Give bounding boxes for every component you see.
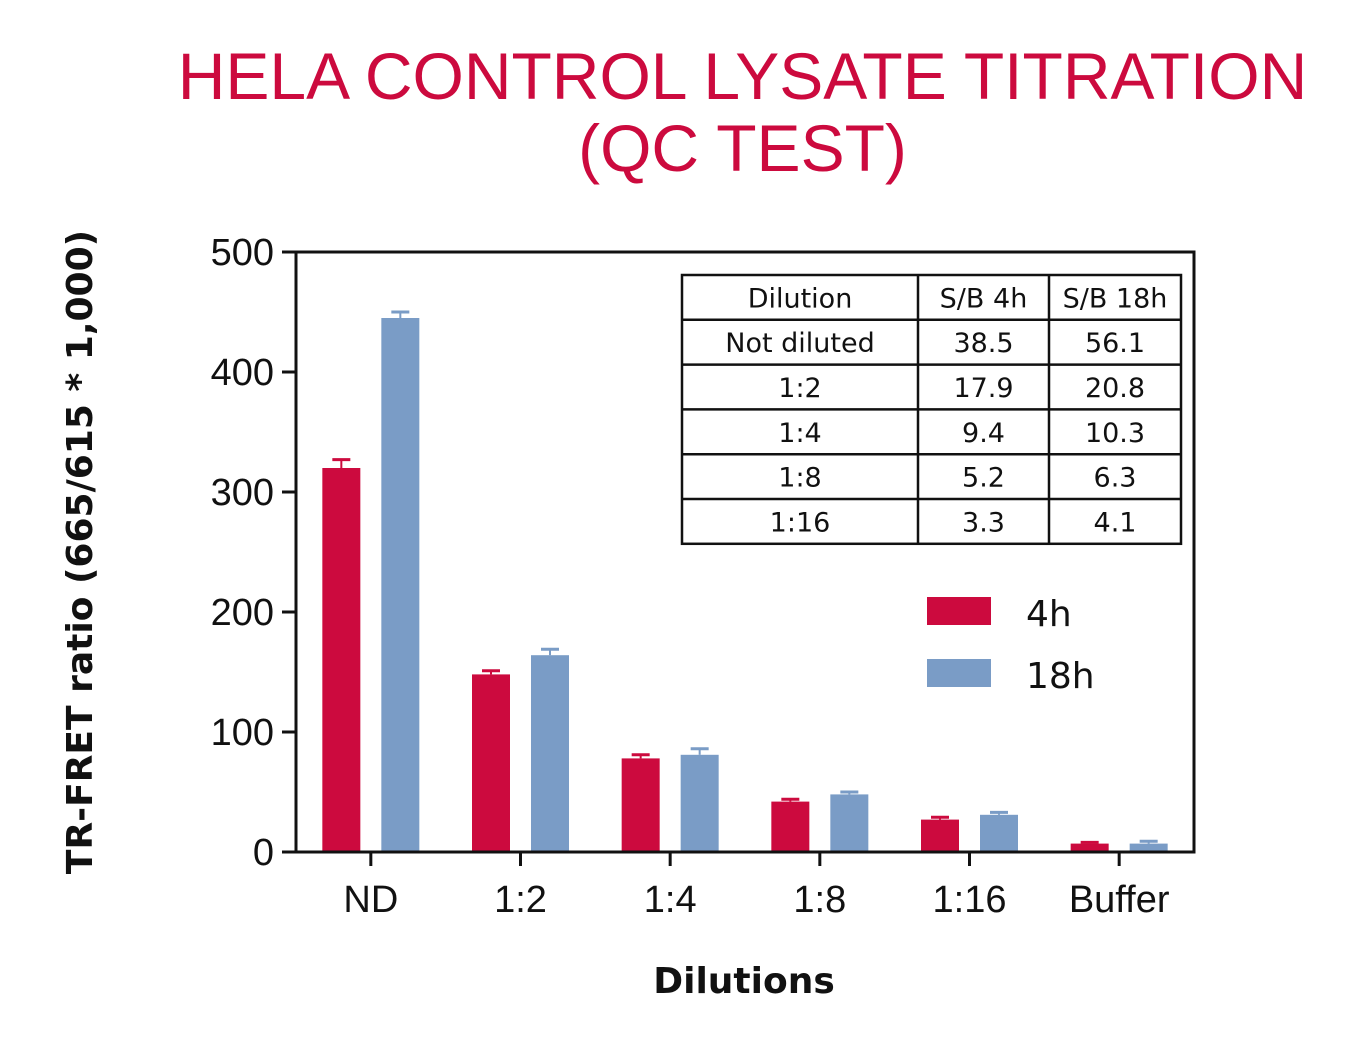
table-cell: 1:8 xyxy=(778,463,821,494)
x-tick-label: ND xyxy=(343,879,398,921)
table-cell: 56.1 xyxy=(1085,328,1145,359)
bar-18h-1-8 xyxy=(830,794,869,852)
table-cell: 1:4 xyxy=(778,418,821,449)
table-cell: 6.3 xyxy=(1094,463,1137,494)
x-tick-label: 1:4 xyxy=(644,879,697,921)
legend-label-18h: 18h xyxy=(1026,656,1095,697)
plot-border xyxy=(294,250,1196,854)
bar-4h-1-2 xyxy=(472,674,510,852)
bar-18h-1-16 xyxy=(980,814,1018,852)
bar-18h-1-4 xyxy=(680,754,719,852)
chart-title-line-1: HELA CONTROL LYSATE TITRATION xyxy=(177,39,1308,113)
bar-18h-1-2 xyxy=(531,655,569,852)
x-axis: ND 1:2 1:4 1:8 1:16 Buffer xyxy=(343,852,1170,921)
y-tick-label: 400 xyxy=(211,352,274,394)
y-tick-label: 500 xyxy=(211,232,274,274)
table-header-cell: S/B 18h xyxy=(1063,283,1168,314)
y-tick-label: 300 xyxy=(211,472,274,514)
chart-title: HELA CONTROL LYSATE TITRATION (QC TEST) xyxy=(150,40,1335,184)
table-cell: 1:16 xyxy=(770,507,831,538)
y-tick-label: 100 xyxy=(211,712,274,754)
bar-4h-1-4 xyxy=(621,758,660,852)
bar-4h-1-8 xyxy=(771,801,810,852)
table-cell: Not diluted xyxy=(725,328,874,359)
y-axis-label: TR-FRET ratio (665/615 * 1,000) xyxy=(60,230,101,874)
x-tick-label: 1:2 xyxy=(494,879,547,921)
y-tick-label: 0 xyxy=(253,832,274,874)
table-header-cell: Dilution xyxy=(748,283,853,314)
chart-title-line-2: (QC TEST) xyxy=(578,111,907,185)
legend-swatch-18h xyxy=(927,659,991,687)
table-cell: 4.1 xyxy=(1094,507,1137,538)
bar-4h-nd xyxy=(322,468,361,852)
x-tick-label: Buffer xyxy=(1069,879,1170,921)
bar-18h-buffer xyxy=(1129,843,1168,852)
bars-group xyxy=(322,310,1168,852)
sb-ratio-table: Dilution S/B 4h S/B 18h Not diluted 38.5 56.1… xyxy=(680,273,1183,546)
x-tick-label: 1:16 xyxy=(933,879,1007,921)
legend-label-4h: 4h xyxy=(1026,594,1072,635)
y-axis: 0 100 200 300 400 500 xyxy=(211,232,296,874)
table-cell: 1:2 xyxy=(778,373,821,404)
plot-frame xyxy=(294,250,1196,854)
bar-4h-buffer xyxy=(1070,843,1109,852)
table-cell: 17.9 xyxy=(953,373,1013,404)
table-cell: 5.2 xyxy=(962,463,1005,494)
y-tick-label: 200 xyxy=(211,592,274,634)
legend: 4h 18h xyxy=(927,594,1095,697)
table-cell: 3.3 xyxy=(962,507,1005,538)
legend-swatch-4h xyxy=(927,597,991,625)
table-cell: 10.3 xyxy=(1085,418,1145,449)
table-header-cell: S/B 4h xyxy=(940,283,1028,314)
table-cell: 9.4 xyxy=(962,418,1005,449)
bar-4h-1-16 xyxy=(921,819,959,852)
x-tick-label: 1:8 xyxy=(793,879,846,921)
table-cell: 38.5 xyxy=(953,328,1013,359)
table-cell: 20.8 xyxy=(1085,373,1145,404)
x-axis-label: Dilutions xyxy=(653,961,835,1002)
bar-18h-nd xyxy=(381,318,420,852)
